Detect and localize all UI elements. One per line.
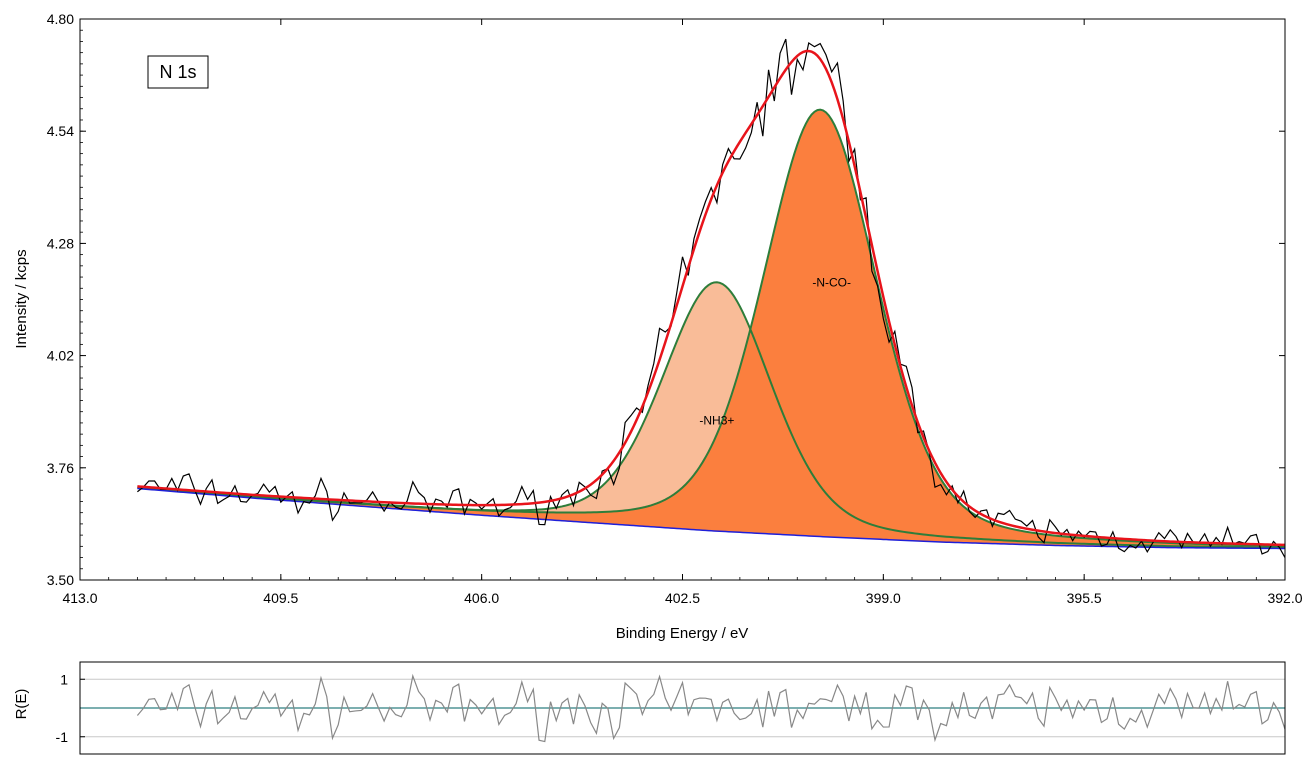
y-tick-label: 4.54 (47, 123, 74, 139)
x-tick-label: 406.0 (464, 590, 499, 606)
residual-line (136, 673, 1286, 743)
residual-plot-frame (79, 661, 1286, 755)
main-plot-area: -NH3+ -N-CO- (137, 38, 1286, 558)
component-fill-1 (137, 282, 1285, 549)
main-axes: 413.0 409.5 406.0 402.5 399.0 395.5 392.0 3.50 3… (47, 11, 1303, 606)
peak-label-2: -N-CO- (812, 276, 851, 290)
residual-y-tick-label: -1 (56, 729, 69, 745)
legend-box: N 1s (147, 55, 209, 89)
x-axis-title: Binding Energy / eV (616, 625, 749, 642)
envelope-line (137, 49, 1286, 547)
legend-label: N 1s (159, 62, 196, 82)
x-tick-label: 395.5 (1067, 590, 1102, 606)
residual-plot-area (80, 673, 1286, 743)
y-tick-label: 3.50 (47, 572, 74, 588)
x-tick-label: 402.5 (665, 590, 700, 606)
raw-data-line (137, 38, 1286, 558)
x-tick-label: 413.0 (62, 590, 97, 606)
peak-label-1: -NH3+ (699, 414, 734, 428)
residual-axes: 1 -1 (56, 671, 85, 745)
y-tick-label: 3.76 (47, 460, 74, 476)
residual-y-axis-title: R(E) (13, 689, 30, 720)
residual-y-tick-label: 1 (60, 671, 68, 687)
x-tick-label: 392.0 (1267, 590, 1302, 606)
y-tick-label: 4.02 (47, 348, 74, 364)
y-tick-label: 4.80 (47, 11, 74, 27)
component-fill-2 (137, 109, 1285, 549)
y-axis-title: Intensity / kcps (13, 249, 30, 348)
x-tick-label: 409.5 (263, 590, 298, 606)
y-tick-label: 4.28 (47, 235, 74, 251)
x-tick-label: 399.0 (866, 590, 901, 606)
